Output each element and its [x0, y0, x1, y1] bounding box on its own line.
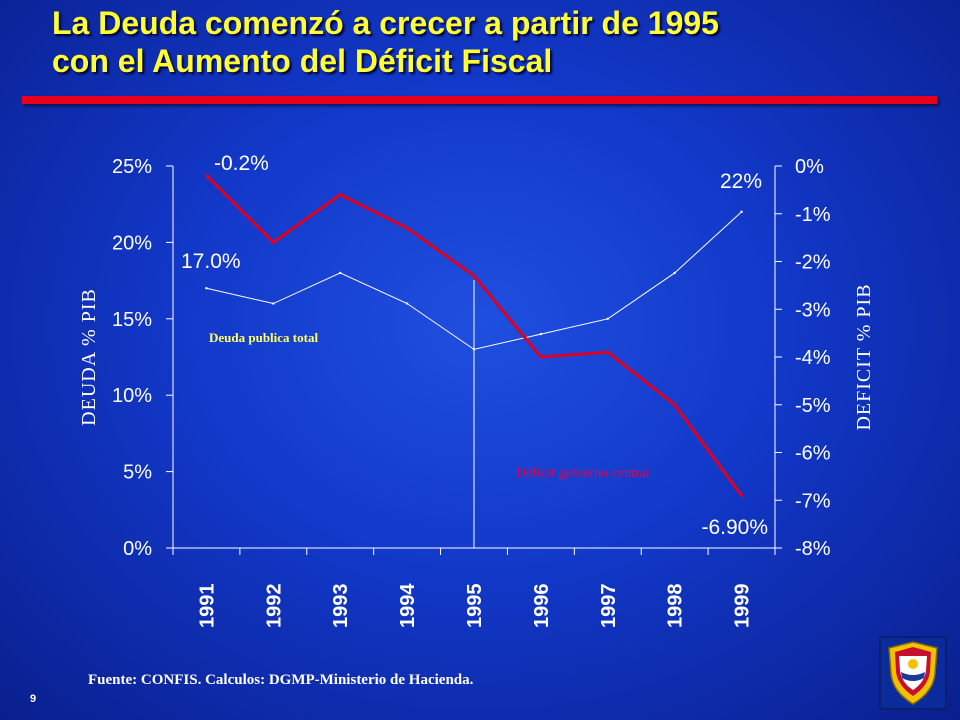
debt-point [539, 332, 543, 336]
data-label: 22% [720, 170, 762, 193]
y-left-tick-label: 5% [123, 462, 152, 484]
x-tick-label: 1994 [397, 583, 419, 628]
debt-point [339, 271, 342, 275]
y-right-tick-label: -7% [795, 490, 831, 512]
debt-series-label: Deuda publica total [209, 330, 318, 345]
debt-point [205, 287, 208, 290]
data-label: -0.2% [214, 152, 269, 175]
deficit-point [539, 355, 543, 359]
debt-point [673, 271, 676, 275]
x-tick-label: 1993 [330, 584, 352, 629]
debt-point [472, 348, 476, 351]
title-line-2: con el Aumento del Déficit Fiscal [52, 43, 553, 79]
deficit-point [405, 226, 409, 230]
y-right-tick-label: -4% [795, 347, 831, 369]
debt-point [405, 302, 409, 305]
y-right-tick-label: -2% [795, 252, 831, 274]
title-line-1: La Deuda comenzó a crecer a partir de 19… [52, 5, 719, 41]
x-tick-label: 1991 [196, 584, 218, 629]
x-tick-label: 1997 [598, 584, 620, 629]
coat-of-arms-logo [879, 636, 947, 710]
source-note: Fuente: CONFIS. Calculos: DGMP-Ministeri… [88, 672, 474, 688]
page-number: 9 [30, 693, 37, 705]
y-right-tick-label: -3% [795, 299, 831, 321]
y-right-tick-label: -8% [795, 538, 831, 560]
deficit-point [271, 240, 275, 244]
slide-title: La Deuda comenzó a crecer a partir de 19… [52, 4, 932, 80]
debt-point [740, 210, 743, 214]
y-left-axis-title: DEUDA % PIB [78, 288, 100, 426]
deficit-point [740, 493, 744, 497]
x-tick-label: 1998 [665, 584, 687, 629]
title-underline [22, 96, 937, 104]
x-tick-label: 1996 [531, 584, 553, 629]
y-left-tick-label: 25% [112, 156, 152, 178]
deficit-point [606, 350, 610, 354]
debt-point [272, 302, 275, 305]
y-left-tick-label: 10% [112, 385, 152, 407]
deficit-point [673, 403, 677, 407]
y-right-tick-label: -5% [795, 395, 831, 417]
x-tick-label: 1995 [464, 584, 486, 629]
x-tick-label: 1999 [732, 584, 754, 629]
y-left-tick-label: 0% [123, 538, 152, 560]
data-label: -6.90% [701, 516, 768, 539]
deficit-series-label: Déficit gobierno central [516, 466, 650, 481]
y-left-tick-label: 15% [112, 309, 152, 331]
y-right-tick-label: -6% [795, 443, 831, 465]
y-right-tick-label: 0% [795, 156, 824, 178]
data-label: 17.0% [181, 250, 241, 273]
y-right-tick-label: -1% [795, 204, 831, 226]
y-left-tick-label: 20% [112, 232, 152, 254]
debt-point [606, 317, 609, 320]
deficit-point [472, 274, 476, 278]
y-right-axis-title: DEFICIT % PIB [853, 283, 875, 430]
deficit-point [204, 174, 208, 178]
x-tick-label: 1992 [263, 584, 285, 629]
deficit-point [338, 193, 342, 197]
